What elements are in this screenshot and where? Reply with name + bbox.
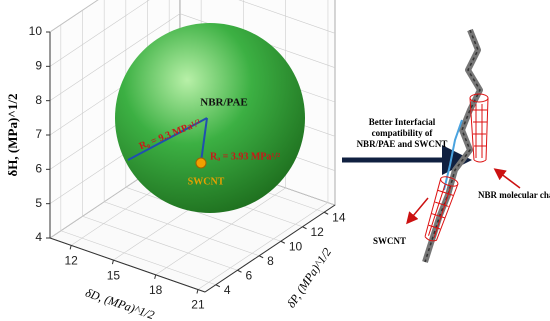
axis-line: [204, 204, 336, 293]
y-axis-title: δP, (MPa)^1/2: [284, 245, 334, 310]
axis-line: [49, 237, 206, 293]
tick-mark: [196, 289, 199, 294]
tick-mark: [215, 284, 221, 288]
chain-atoms: [424, 29, 481, 263]
grid-line: [197, 202, 329, 290]
hansen-sphere: [115, 23, 305, 213]
grid-line: [104, 201, 260, 257]
center-label: NBR/PAE: [200, 97, 247, 109]
tick-mark: [237, 269, 242, 273]
r0-line: [127, 117, 208, 161]
tube-label: SWCNT: [373, 236, 406, 246]
nanotube: [469, 93, 489, 163]
chain-label: NBR molecular chain: [478, 190, 550, 200]
chain-highlight: [443, 119, 463, 191]
z-tick-label: 8: [35, 93, 42, 107]
grid-line: [49, 0, 99, 33]
z-tick-label: 4: [35, 230, 42, 244]
z-tick-label: 7: [35, 127, 42, 141]
tick-mark: [154, 274, 157, 279]
tick-mark: [323, 211, 329, 215]
z-tick-label: 5: [35, 196, 42, 210]
tick-mark: [111, 259, 114, 265]
grid-line: [238, 0, 336, 34]
x-axis-title: δD, (MPa)^1/2: [84, 285, 157, 321]
illustration: Better Interfacial compatibility of NBR/…: [342, 28, 550, 263]
grid-line: [60, 230, 216, 286]
grid-line: [82, 215, 238, 271]
arrow-text: Better Interfacial: [369, 117, 436, 127]
ra-line: [200, 117, 208, 163]
x-tick-label: 15: [107, 268, 121, 282]
pointer-arrow: [406, 197, 429, 225]
pointer-arrow: [493, 168, 521, 189]
z-tick-label: 9: [35, 59, 42, 73]
grid-line: [49, 13, 181, 101]
y-tick-label: 4: [224, 283, 231, 297]
tick-mark: [69, 245, 72, 250]
grid-line: [49, 0, 150, 67]
tick-mark: [258, 255, 264, 259]
grid-line: [125, 186, 281, 242]
ra-label: Rₐ = 3.93 MPa¹/²: [210, 151, 280, 162]
grid-line: [155, 187, 286, 276]
z-axis-title: δH, (MPa)^1/2: [5, 94, 20, 177]
y-tick-label: 8: [267, 254, 274, 268]
x-tick-label: 18: [149, 283, 163, 297]
nanotube: [424, 176, 459, 242]
point-label: SWCNT: [188, 176, 225, 187]
z-tick-label: 6: [35, 162, 42, 176]
y-tick-label: 10: [289, 239, 303, 253]
swcnt-point: [195, 157, 207, 169]
arrow-text: NBR/PAE and SWCNT: [357, 139, 448, 149]
tick-mark: [302, 226, 307, 230]
tick-mark: [280, 240, 286, 244]
z-tick-label: 10: [29, 24, 43, 38]
arrow-text: compatibility of: [372, 128, 434, 138]
y-tick-label: 14: [332, 210, 346, 224]
x-tick-label: 21: [191, 298, 205, 312]
y-tick-label: 6: [246, 268, 253, 282]
y-tick-label: 12: [311, 225, 325, 239]
x-tick-label: 12: [64, 254, 78, 268]
